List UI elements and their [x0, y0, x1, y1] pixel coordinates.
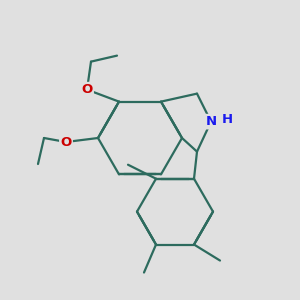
Text: N: N: [206, 115, 217, 128]
Text: H: H: [221, 113, 233, 126]
Text: O: O: [81, 83, 93, 96]
Text: O: O: [60, 136, 72, 148]
